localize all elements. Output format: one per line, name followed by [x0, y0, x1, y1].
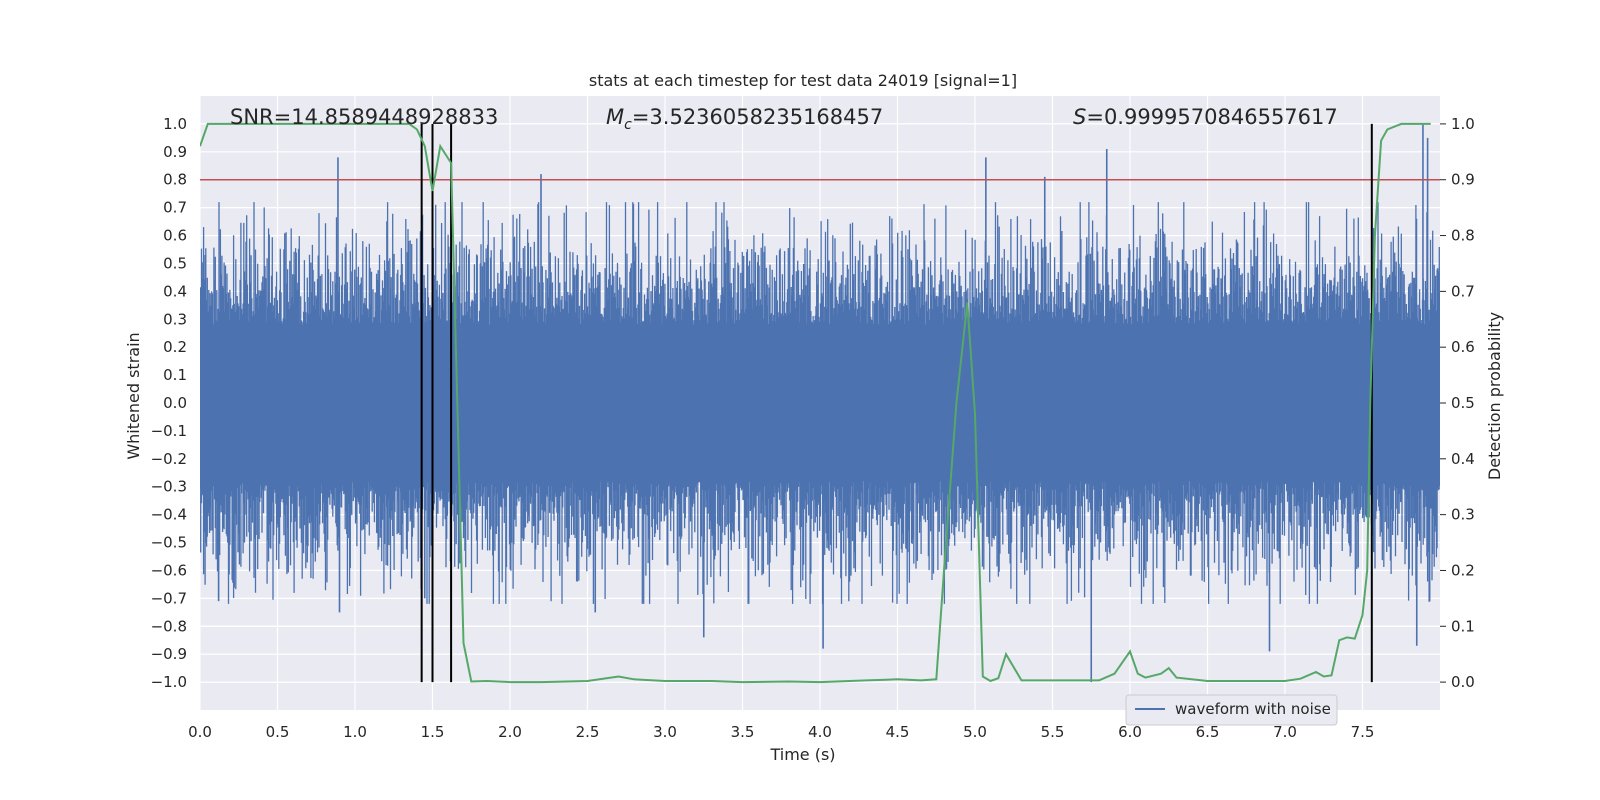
y-tick-label: −0.9 — [151, 645, 187, 663]
chart-title: stats at each timestep for test data 240… — [589, 71, 1017, 90]
x-tick-label: 1.0 — [343, 723, 367, 741]
waveform-core-band — [200, 341, 1440, 465]
x-tick-label: 5.0 — [963, 723, 987, 741]
legend-box — [1125, 694, 1338, 726]
x-tick-label: 6.0 — [1118, 723, 1142, 741]
y-tick-label: −0.4 — [151, 506, 187, 524]
y-right-tick-label: 0.8 — [1451, 227, 1475, 245]
x-tick-label: 0.0 — [188, 723, 212, 741]
y-right-tick-label: 0.0 — [1451, 673, 1475, 691]
y-right-tick-label: 0.6 — [1451, 338, 1475, 356]
significance-annotation: S=0.9999570846557617 — [1073, 105, 1338, 129]
y-tick-label: 0.3 — [163, 310, 187, 328]
x-axis-ticks: 0.0 0.5 1.0 1.5 2.0 2.5 3.0 3.5 4.0 4.5 5.0 5.5 6.0 6… — [188, 723, 1374, 741]
y-axis-left-ticks: 1.0 0.9 0.8 0.7 0.6 0.5 0.4 0.3 0.2 0.1 0.0 −0.1 −0.… — [151, 115, 187, 691]
y-tick-label: −0.7 — [151, 589, 187, 607]
y-axis-right-ticks: 1.0 0.9 0.8 0.7 0.6 0.5 0.4 0.3 0.2 0.1 0.0 — [1440, 115, 1475, 691]
x-tick-label: 3.5 — [731, 723, 755, 741]
chirp-mass-subscript: c — [624, 117, 632, 133]
chirp-mass-annotation: Mc=3.5236058235168457 — [606, 105, 883, 133]
y-tick-label: −0.2 — [151, 450, 187, 468]
y-tick-label: −0.6 — [151, 561, 187, 579]
y-tick-label: 0.9 — [163, 143, 187, 161]
x-tick-label: 7.5 — [1351, 723, 1375, 741]
y-tick-label: 0.6 — [163, 227, 187, 245]
legend: waveform with noise — [1125, 694, 1338, 726]
vertical-lines — [420, 123, 1373, 683]
x-axis-label: Time (s) — [769, 745, 835, 764]
y-axis-right-label: Detection probability — [1485, 312, 1504, 480]
y-right-tick-label: 0.5 — [1451, 394, 1475, 412]
x-tick-label: 5.5 — [1041, 723, 1065, 741]
x-tick-label: 2.5 — [576, 723, 600, 741]
x-tick-label: 7.0 — [1273, 723, 1297, 741]
x-tick-label: 3.0 — [653, 723, 677, 741]
y-tick-label: 1.0 — [163, 115, 187, 133]
x-tick-label: 1.5 — [421, 723, 445, 741]
y-right-tick-label: 0.7 — [1451, 282, 1475, 300]
significance-symbol: S — [1073, 105, 1086, 129]
y-tick-label: −0.8 — [151, 617, 187, 635]
significance-value: =0.9999570846557617 — [1086, 105, 1337, 129]
x-tick-label: 4.5 — [886, 723, 910, 741]
y-right-tick-label: 0.4 — [1451, 450, 1475, 468]
legend-label: waveform with noise — [1175, 700, 1331, 718]
waveform-noise-series — [200, 123, 1440, 683]
y-tick-label: 0.5 — [163, 254, 187, 272]
x-tick-label: 6.5 — [1196, 723, 1220, 741]
y-tick-label: −0.5 — [151, 534, 187, 552]
y-tick-label: 0.0 — [163, 394, 187, 412]
y-tick-label: 0.2 — [163, 338, 187, 356]
probability-line — [200, 122, 1431, 684]
y-right-tick-label: 0.9 — [1451, 171, 1475, 189]
y-tick-label: 0.1 — [163, 366, 187, 384]
y-right-tick-label: 0.1 — [1451, 617, 1475, 635]
y-tick-label: 0.8 — [163, 171, 187, 189]
x-tick-label: 2.0 — [498, 723, 522, 741]
y-axis-left-label: Whitened strain — [124, 332, 143, 459]
chirp-mass-symbol: M — [606, 105, 624, 129]
x-tick-label: 4.0 — [808, 723, 832, 741]
y-tick-label: −0.3 — [151, 478, 187, 496]
y-right-tick-label: 0.3 — [1451, 506, 1475, 524]
y-tick-label: 0.4 — [163, 282, 187, 300]
y-tick-label: −1.0 — [151, 673, 187, 691]
y-tick-label: 0.7 — [163, 199, 187, 217]
y-right-tick-label: 0.2 — [1451, 561, 1475, 579]
snr-annotation: SNR=14.8589448928833 — [230, 105, 498, 129]
x-tick-label: 0.5 — [266, 723, 290, 741]
probability-series — [200, 122, 1431, 684]
y-tick-label: −0.1 — [151, 422, 187, 440]
chirp-mass-value: =3.5236058235168457 — [632, 105, 883, 129]
y-right-tick-label: 1.0 — [1451, 115, 1475, 133]
